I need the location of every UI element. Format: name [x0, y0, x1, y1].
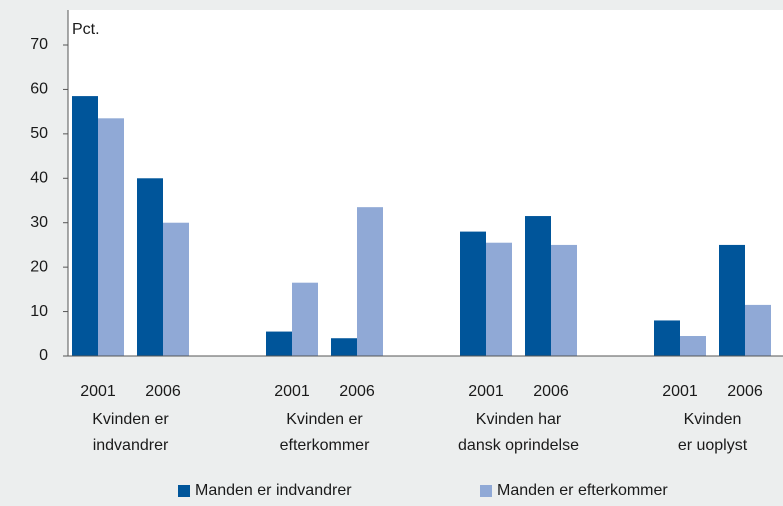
x-tick-label: 2001 [80, 383, 116, 400]
group-label: er uoplyst [678, 437, 748, 454]
bar [137, 178, 163, 356]
group-label: dansk oprindelse [458, 437, 579, 454]
x-tick-label: 2001 [662, 383, 698, 400]
legend-label: Manden er indvandrer [195, 482, 352, 499]
bar [680, 336, 706, 356]
x-tick-label: 2006 [145, 383, 181, 400]
x-tick-label: 2006 [533, 383, 569, 400]
x-tick-label: 2001 [274, 383, 310, 400]
bar [486, 242, 512, 356]
y-tick-label: 20 [30, 258, 48, 275]
bar [525, 216, 551, 356]
x-tick-label: 2006 [339, 383, 375, 400]
bar [98, 118, 124, 356]
x-tick-label: 2006 [727, 383, 763, 400]
y-tick-label: 0 [39, 347, 48, 364]
x-tick-label: 2001 [468, 383, 504, 400]
group-label: efterkommer [280, 437, 370, 454]
group-label: Kvinden [684, 411, 742, 428]
group-label: Kvinden er [286, 411, 363, 428]
bar [357, 207, 383, 356]
y-tick-label: 40 [30, 170, 48, 187]
bar [266, 331, 292, 356]
bar [719, 244, 745, 356]
bar [654, 320, 680, 356]
y-axis-label: Pct. [72, 21, 100, 38]
y-tick-label: 10 [30, 303, 48, 320]
bar [551, 244, 577, 356]
y-tick-label: 30 [30, 214, 48, 231]
bar [292, 282, 318, 356]
legend-label: Manden er efterkommer [497, 482, 668, 499]
legend-swatch [178, 485, 190, 497]
legend-swatch [480, 485, 492, 497]
group-label: indvandrer [93, 437, 169, 454]
bar [331, 338, 357, 356]
bar [163, 222, 189, 356]
group-label: Kvinden har [476, 411, 562, 428]
y-tick-label: 50 [30, 125, 48, 142]
bar [72, 96, 98, 356]
y-tick-label: 70 [30, 36, 48, 53]
bar [460, 231, 486, 356]
bar [745, 304, 771, 356]
group-label: Kvinden er [92, 411, 169, 428]
y-tick-label: 60 [30, 81, 48, 98]
